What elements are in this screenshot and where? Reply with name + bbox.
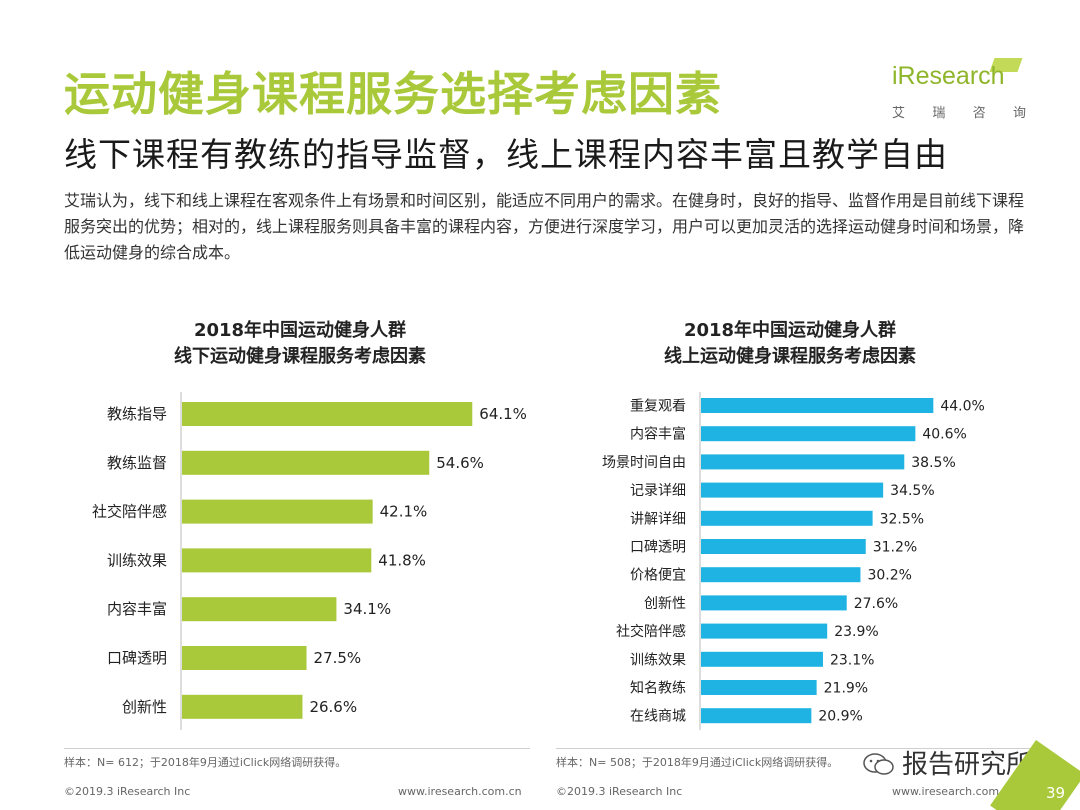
right-footer-copyright: ©2019.3 iResearch Inc [556,785,683,798]
right-value-label: 23.9% [834,624,878,640]
left-chart-note: 样本：N= 612；于2018年9月通过iClick网络调研获得。 [64,756,347,769]
right-value-label: 31.2% [873,540,917,556]
right-chart-title-line2: 线上运动健身课程服务考虑因素 [664,346,916,367]
left-bar [182,597,337,622]
right-value-label: 34.5% [890,483,934,499]
left-value-label: 34.1% [343,600,391,618]
left-category-label: 教练指导 [107,405,167,423]
right-bar [701,482,884,498]
logo-sub-char: 艾 [892,106,906,121]
left-value-label: 41.8% [378,551,426,569]
logo-text: iResearch [892,62,1005,90]
right-bar [701,454,905,470]
right-category-label: 创新性 [644,596,686,612]
left-value-label: 42.1% [380,503,428,521]
right-value-label: 32.5% [880,511,924,527]
right-category-label: 讲解详细 [630,511,686,527]
left-footer-url: www.iresearch.com.cn [398,785,522,798]
right-category-label: 场景时间自由 [602,455,686,471]
left-bar [182,450,430,475]
logo-subtext: 艾 瑞 咨 询 [892,102,1026,121]
right-category-label: 价格便宜 [630,568,686,584]
right-category-label: 内容丰富 [630,426,686,443]
page-title: 运动健身课程服务选择考虑因素 [64,67,722,121]
left-bar [182,548,372,573]
right-bar [701,708,812,724]
right-chart-note: 样本：N= 508；于2018年9月通过iClick网络调研获得。 [556,756,839,769]
right-category-label: 记录详细 [630,483,686,499]
left-category-label: 创新性 [122,698,167,716]
right-bar [701,567,861,583]
logo-sub-char: 询 [1012,106,1026,121]
left-chart-title-line2: 线下运动健身课程服务考虑因素 [174,346,426,367]
right-category-label: 知名教练 [630,680,686,697]
left-bar-chart: 教练指导 64.1% 教练监督 54.6% 社交陪伴感 42.1% 训练效果 41.8% 内容丰… [92,392,527,730]
left-divider [64,748,530,749]
left-value-label: 64.1% [479,405,527,423]
wechat-icon [863,753,894,775]
right-bar [701,426,916,442]
right-value-label: 20.9% [818,709,862,725]
right-bar [701,510,873,526]
left-bar [182,499,373,524]
right-chart-title-line1: 2018年中国运动健身人群 [683,320,897,341]
intro-paragraph: 艾瑞认为，线下和线上课程在客观条件上有场景和时间区别，能适应不同用户的需求。在健… [64,191,1025,262]
right-category-label: 训练效果 [630,652,686,668]
left-bar [182,694,303,719]
right-value-label: 44.0% [940,399,984,415]
logo-sub-char: 咨 [972,106,986,121]
right-value-label: 21.9% [824,681,868,697]
right-category-label: 社交陪伴感 [616,623,686,640]
right-value-label: 30.2% [867,568,911,584]
right-bar-chart: 重复观看 44.0% 内容丰富 40.6% 场景时间自由 38.5% 记录详细 34.5% 讲解… [602,392,985,730]
right-footer-url: www.iresearch.com.cn [892,785,1016,798]
left-category-label: 训练效果 [107,551,167,569]
right-value-label: 23.1% [830,652,874,668]
left-value-label: 54.6% [436,454,484,472]
left-category-label: 口碑透明 [107,649,167,667]
left-chart-title: 2018年中国运动健身人群 线下运动健身课程服务考虑因素 [110,318,490,370]
right-bar [701,651,823,667]
left-category-label: 内容丰富 [107,600,167,618]
right-bar [701,398,934,413]
page-number: 39 [1046,784,1066,802]
iresearch-logo: iResearch 艾 瑞 咨 询 [892,58,1032,124]
right-bar [701,595,847,611]
right-value-label: 38.5% [911,455,955,471]
page-subtitle: 线下课程有教练的指导监督，线上课程内容丰富且教学自由 [64,135,948,174]
left-category-label: 教练监督 [107,454,167,472]
left-value-label: 26.6% [309,698,357,716]
right-category-label: 重复观看 [630,398,686,415]
right-value-label: 27.6% [854,596,898,612]
right-bar [701,539,866,554]
right-category-label: 在线商城 [630,709,686,725]
right-divider [556,748,1036,749]
left-category-label: 社交陪伴感 [92,503,167,521]
left-bar [182,646,307,670]
left-chart-title-line1: 2018年中国运动健身人群 [193,320,407,341]
right-bar [701,623,828,639]
left-bar [182,402,473,426]
right-bar [701,680,817,695]
right-category-label: 口碑透明 [630,540,686,556]
left-value-label: 27.5% [314,649,362,667]
logo-sub-char: 瑞 [932,106,946,121]
right-value-label: 40.6% [922,427,966,443]
right-chart-title: 2018年中国运动健身人群 线上运动健身课程服务考虑因素 [600,318,980,370]
left-footer-copyright: ©2019.3 iResearch Inc [64,785,191,798]
